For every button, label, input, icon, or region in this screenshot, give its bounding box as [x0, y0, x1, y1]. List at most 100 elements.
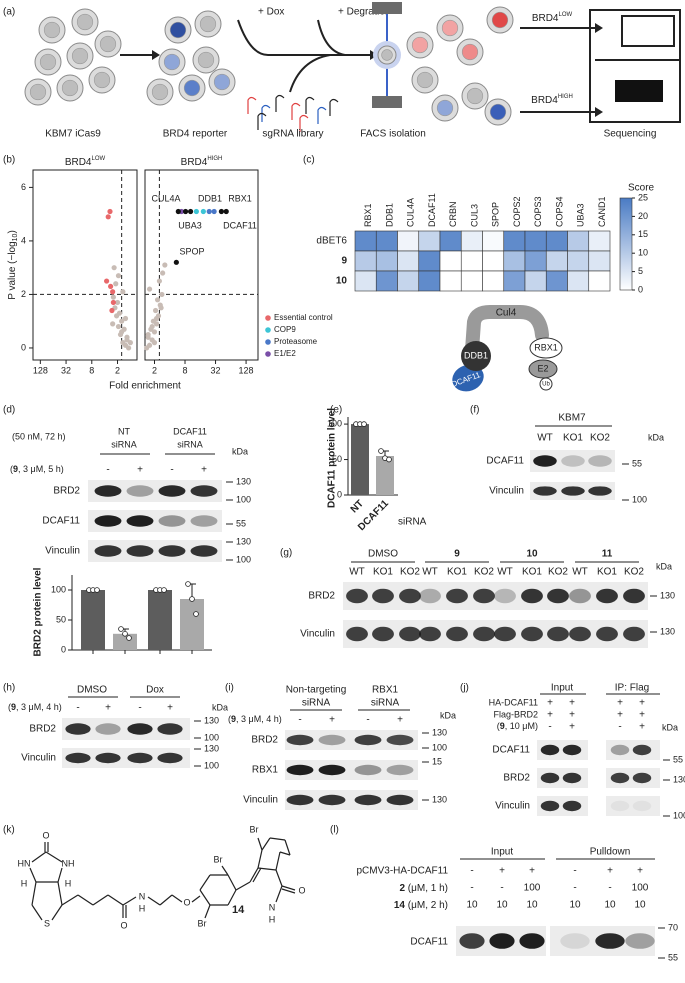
- band: [446, 626, 468, 642]
- superscript: HIGH: [558, 94, 573, 100]
- label: KO1: [373, 567, 393, 578]
- bond: [279, 851, 291, 856]
- x-tick-label: 2: [115, 365, 120, 375]
- point: [110, 289, 116, 295]
- heat-cell: [524, 230, 547, 252]
- heat-cell: [397, 250, 420, 272]
- nucleus: [183, 79, 201, 97]
- band: [94, 545, 122, 557]
- band: [190, 515, 218, 527]
- heat-cell: [524, 270, 547, 292]
- nucleus: [99, 35, 117, 53]
- label: DMSO: [368, 549, 398, 560]
- x-tick-label: 8: [183, 365, 188, 375]
- heat-cell: [545, 250, 568, 272]
- band: [632, 772, 652, 784]
- y-tick-label: 100: [327, 418, 342, 428]
- panel-label: (i): [225, 683, 234, 694]
- label: +: [569, 710, 575, 721]
- bond: [275, 851, 281, 871]
- label: (9, 10 μM): [497, 721, 538, 731]
- atom-label: H: [269, 914, 276, 924]
- label: +: [637, 866, 643, 877]
- band: [386, 734, 414, 746]
- bar: [180, 599, 204, 650]
- compound: 9: [13, 464, 18, 474]
- nucleus: [436, 99, 454, 117]
- blot-label: Vinculin: [21, 753, 56, 764]
- column-label: CAND1: [597, 196, 607, 227]
- atom-label: S: [44, 918, 50, 928]
- bond: [122, 896, 137, 906]
- label: -: [573, 883, 576, 894]
- band: [386, 764, 414, 776]
- cartoon-label: RBX1: [534, 342, 558, 352]
- marker-label: 100: [204, 732, 219, 742]
- marker-label: 130: [236, 536, 251, 546]
- legend-label: Proteasome: [274, 337, 318, 346]
- band: [610, 800, 630, 812]
- point: [160, 270, 166, 276]
- blot-label: DCAF11: [410, 937, 448, 948]
- column-label: COPS3: [533, 196, 543, 227]
- band: [519, 933, 545, 949]
- step-label: KBM7 iCas9: [45, 129, 101, 140]
- blot: [285, 790, 418, 810]
- text-part: , 10 μM): [505, 721, 538, 731]
- arrow: [289, 54, 331, 93]
- point: [127, 340, 133, 346]
- band: [399, 626, 421, 642]
- text-part: , 3 μM, 4 h): [16, 702, 62, 712]
- point: [109, 307, 115, 314]
- marker-label: 130: [204, 743, 219, 753]
- heat-cell: [439, 270, 462, 292]
- y-tick-label: 6: [21, 182, 26, 192]
- bond: [57, 881, 63, 906]
- cartoon-label: Ub: [542, 382, 550, 388]
- plot-frame: [144, 169, 259, 361]
- legend-swatch: [265, 339, 271, 345]
- band: [595, 933, 625, 949]
- label: 10: [634, 900, 646, 911]
- blot: [62, 748, 190, 768]
- compound: 14: [394, 900, 406, 911]
- point: [110, 321, 116, 327]
- label: 100: [524, 883, 541, 894]
- band: [190, 545, 218, 557]
- cartoon-label: E2: [537, 363, 548, 373]
- label: Input: [551, 683, 573, 694]
- atom-label: H: [139, 903, 146, 913]
- label: Flag-BRD2: [493, 709, 538, 719]
- cartoon-label: DDB1: [464, 350, 488, 360]
- band: [596, 626, 618, 642]
- text-part: , 3 μM, 4 h): [236, 714, 282, 724]
- text-part: (: [8, 702, 11, 712]
- heat-cell: [354, 230, 377, 252]
- marker-label: 55: [668, 952, 678, 962]
- point: [158, 305, 164, 311]
- nucleus: [169, 21, 187, 39]
- rbx1-shape: [529, 337, 563, 359]
- superscript: LOW: [92, 156, 106, 162]
- heat-cell: [588, 250, 611, 272]
- label: +: [167, 703, 173, 714]
- label: 10: [526, 549, 538, 560]
- label: +: [607, 866, 613, 877]
- y-axis-label: P value (−log10): [7, 230, 19, 300]
- replicate-point: [118, 626, 124, 632]
- label: +: [137, 465, 143, 476]
- point: [120, 289, 126, 295]
- y-tick-label: 0: [337, 489, 342, 499]
- nucleus: [466, 87, 484, 105]
- point: [107, 208, 113, 215]
- nucleus: [491, 11, 509, 29]
- bar: [351, 424, 369, 495]
- column-label: CRBN: [448, 201, 458, 227]
- heat-cell: [503, 250, 526, 272]
- label: IP: Flag: [615, 683, 649, 694]
- replicate-point: [361, 421, 367, 427]
- label: WT: [537, 433, 553, 444]
- point-label: UBA3: [178, 220, 202, 230]
- heat-cell: [375, 270, 398, 292]
- bond: [269, 837, 286, 841]
